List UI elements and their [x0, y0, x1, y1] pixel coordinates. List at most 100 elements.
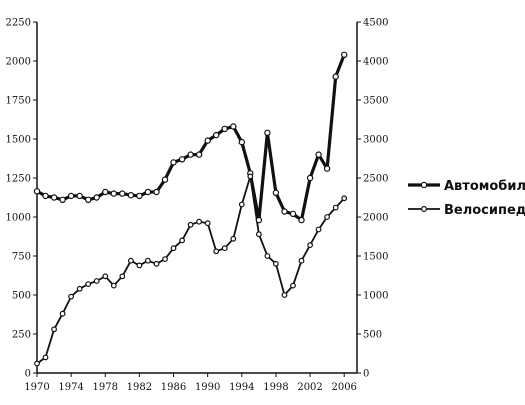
data-point-cars — [221, 125, 228, 133]
data-point-cars — [238, 138, 245, 146]
data-point-bicycles — [221, 245, 228, 252]
data-point-bicycles — [238, 201, 245, 208]
right-tick-label: 2500 — [363, 174, 388, 185]
data-point-bicycles — [119, 273, 126, 280]
data-point-cars — [315, 151, 322, 158]
right-tick-label: 3000 — [363, 135, 388, 146]
data-point-cars — [102, 188, 109, 196]
data-point-bicycles — [298, 257, 305, 264]
data-point-bicycles — [179, 237, 186, 244]
data-point-cars — [42, 192, 49, 200]
x-tick-label: 1982 — [127, 382, 152, 393]
data-point-bicycles — [324, 214, 331, 220]
data-point-cars — [119, 190, 126, 197]
data-point-cars — [264, 129, 271, 136]
data-point-cars — [212, 131, 220, 139]
right-tick-label: 2000 — [363, 213, 388, 224]
left-tick-label: 1250 — [6, 174, 31, 185]
data-point-cars — [195, 151, 203, 158]
data-point-bicycles — [196, 218, 203, 225]
tick-labels: 0 250 500 750 1000 1250 1500 1750 2000 2250 0 500 10… — [6, 18, 389, 394]
series-line-bicycles — [36, 175, 345, 365]
x-tick-label: 1990 — [195, 382, 220, 393]
x-tick-label: 1994 — [229, 382, 254, 393]
legend: Автомобили Велосипеды — [408, 179, 525, 218]
series-line-cars — [36, 54, 346, 222]
data-point-bicycles — [162, 256, 168, 263]
data-point-bicycles — [256, 231, 262, 238]
right-tick-label: 500 — [363, 330, 382, 341]
data-point-bicycles — [85, 281, 92, 288]
data-point-bicycles — [110, 282, 117, 289]
data-point-cars — [170, 159, 177, 166]
legend-label-bicycles: Велосипеды — [444, 203, 525, 218]
data-point-cars — [76, 192, 83, 200]
data-point-cars — [204, 137, 211, 144]
x-tick-label: 1998 — [263, 382, 288, 393]
data-point-cars — [281, 208, 288, 215]
data-point-cars — [272, 189, 280, 196]
left-tick-label: 250 — [12, 330, 31, 341]
data-point-cars — [144, 188, 152, 196]
data-point-bicycles — [136, 262, 143, 269]
x-tick-label: 1978 — [93, 382, 118, 393]
right-tick-label: 3500 — [363, 96, 388, 107]
data-point-bicycles — [42, 354, 49, 361]
data-point-cars — [153, 188, 160, 196]
data-point-bicycles — [102, 273, 109, 280]
data-point-cars — [50, 194, 58, 201]
data-point-cars — [341, 51, 348, 59]
data-point-cars — [323, 165, 331, 172]
data-point-cars — [110, 190, 118, 197]
left-tick-label: 1500 — [6, 135, 31, 146]
x-tick-label: 1986 — [161, 382, 186, 393]
x-tick-label: 1970 — [24, 382, 49, 393]
data-point-bicycles — [204, 220, 211, 227]
data-point-cars — [255, 216, 263, 224]
right-tick-label: 1500 — [363, 252, 388, 263]
left-tick-label: 2250 — [6, 18, 31, 29]
axes — [36, 22, 358, 374]
data-point-bicycles — [273, 260, 279, 267]
left-tick-label: 0 — [25, 369, 31, 380]
data-point-cars — [230, 123, 237, 130]
left-tick-label: 500 — [12, 291, 31, 302]
left-tick-label: 2000 — [6, 57, 31, 68]
data-point-bicycles — [59, 310, 66, 317]
series-lines — [36, 54, 346, 365]
legend-marker-bicycles — [421, 206, 428, 213]
data-point-bicycles — [290, 282, 296, 289]
data-point-bicycles — [332, 204, 339, 211]
data-point-bicycles — [213, 248, 220, 255]
data-point-bicycles — [144, 257, 151, 264]
data-point-cars — [187, 151, 194, 158]
data-point-cars — [59, 196, 66, 203]
data-point-cars — [178, 156, 186, 163]
x-tick-label: 1974 — [58, 382, 83, 393]
data-point-cars — [332, 73, 339, 80]
data-point-cars — [306, 174, 314, 182]
data-point-cars — [289, 210, 297, 218]
left-tick-label: 1000 — [6, 213, 31, 224]
right-tick-label: 1000 — [363, 291, 388, 302]
data-point-cars — [127, 191, 135, 199]
data-point-bicycles — [68, 293, 74, 300]
data-point-bicycles — [264, 253, 271, 259]
data-point-cars — [298, 216, 305, 224]
data-point-bicycles — [127, 257, 134, 264]
legend-entry-bicycles: Велосипеды — [408, 203, 525, 218]
data-point-cars — [136, 192, 143, 200]
data-point-bicycles — [230, 235, 237, 242]
data-point-bicycles — [187, 221, 194, 228]
data-point-bicycles — [281, 292, 288, 298]
series-points — [33, 51, 348, 367]
right-tick-label: 0 — [363, 369, 369, 380]
left-tick-label: 750 — [12, 252, 31, 263]
data-point-bicycles — [307, 242, 314, 249]
left-tick-label: 1750 — [6, 96, 31, 107]
right-tick-label: 4000 — [363, 57, 388, 68]
data-point-bicycles — [341, 195, 348, 202]
data-point-bicycles — [76, 285, 83, 292]
data-point-cars — [161, 176, 169, 183]
